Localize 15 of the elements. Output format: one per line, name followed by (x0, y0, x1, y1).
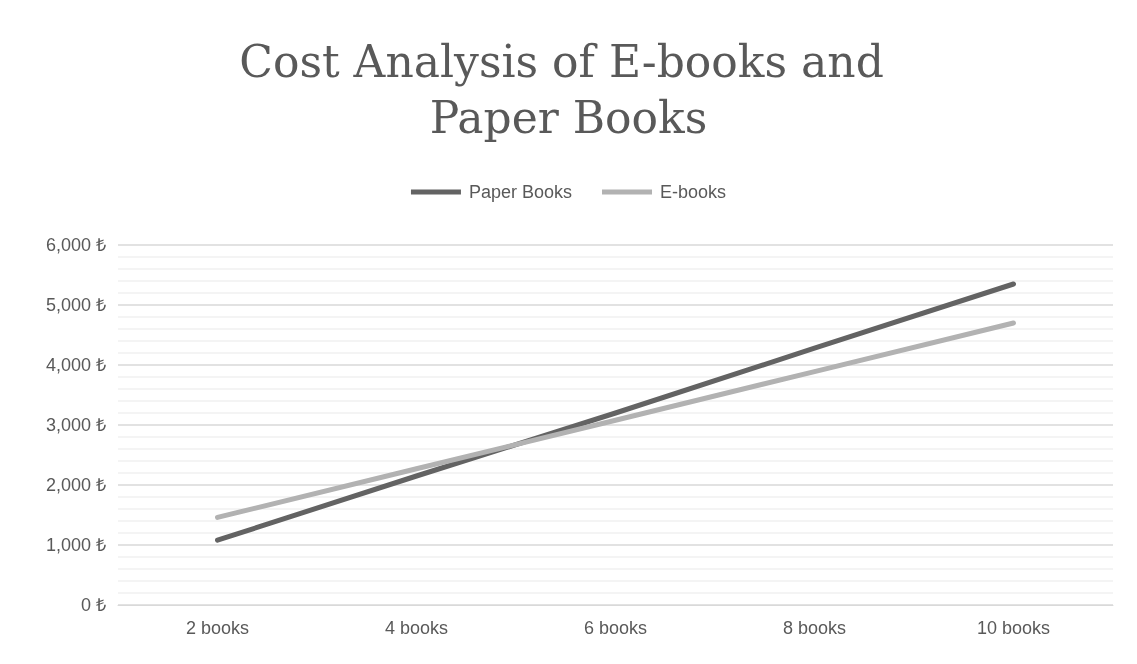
x-tick-label: 2 books (185, 618, 250, 638)
x-tick-label: 4 books (384, 618, 449, 638)
y-tick-label: 0 ₺ (80, 595, 106, 615)
chart-title: Cost Analysis of E-books and Paper Books (239, 35, 898, 143)
y-tick-label: 5,000 ₺ (45, 295, 106, 315)
x-tick-label: 8 books (782, 618, 847, 638)
y-tick-label: 6,000 ₺ (45, 235, 106, 255)
y-tick-label: 4,000 ₺ (45, 355, 106, 375)
legend-label: E-books (660, 182, 727, 202)
x-tick-label: 6 books (583, 618, 648, 638)
x-tick-label: 10 books (976, 618, 1051, 638)
y-tick-label: 3,000 ₺ (45, 415, 106, 435)
y-tick-label: 1,000 ₺ (45, 535, 106, 555)
y-tick-label: 2,000 ₺ (45, 475, 106, 495)
legend-label: Paper Books (468, 182, 573, 202)
